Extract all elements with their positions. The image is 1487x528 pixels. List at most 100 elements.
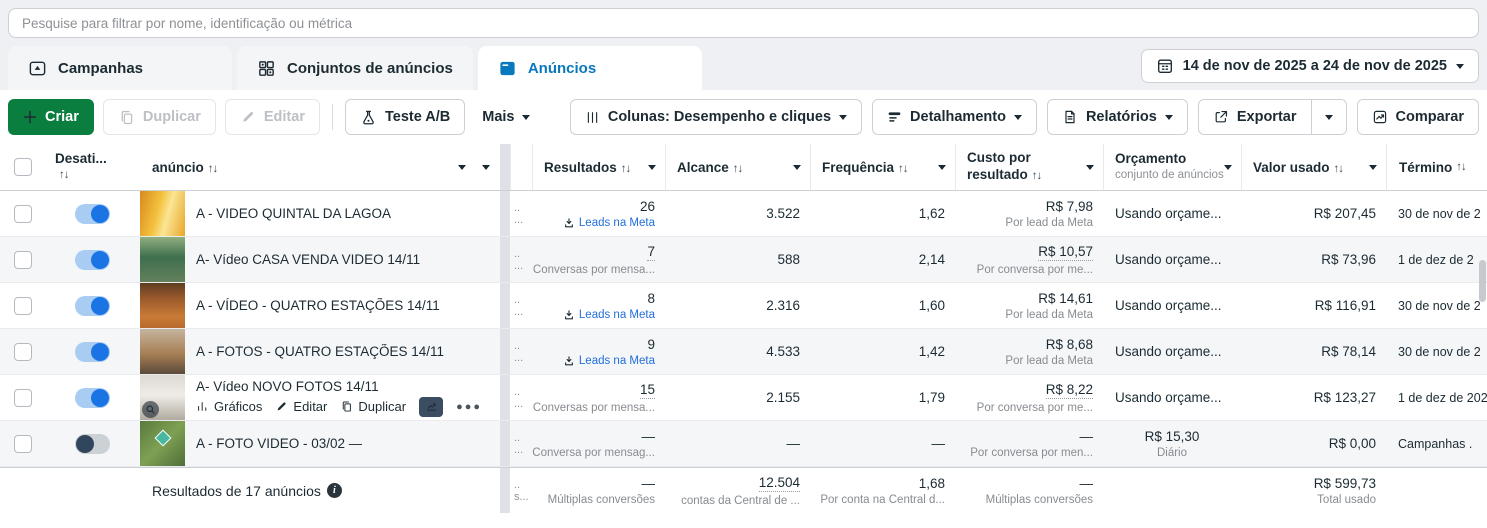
export-options-button[interactable] [1310,100,1346,134]
frozen-pane-divider[interactable] [500,191,510,236]
ad-name[interactable]: A- Vídeo CASA VENDA VIDEO 14/11 [196,252,421,267]
clipped-column: ..... [514,293,524,318]
charts-button[interactable]: Gráficos [196,399,262,414]
ad-name[interactable]: A - FOTOS - QUATRO ESTAÇÕES 14/11 [196,344,445,359]
header-toggle-column[interactable]: Desati... ↑↓ [55,151,107,182]
select-all-checkbox[interactable] [13,158,32,176]
results-type-link[interactable]: Leads na Meta [563,217,655,229]
results-type-link[interactable]: Leads na Meta [563,309,655,321]
chevron-down-icon[interactable] [458,164,466,170]
chevron-down-icon[interactable] [648,164,656,170]
header-cost-per-result[interactable]: Custo por resultado ↑↓ [955,144,1103,190]
row-checkbox[interactable] [13,342,32,361]
sort-icon[interactable]: ↑↓ [59,169,69,182]
clipped-column: ..... [514,431,524,456]
ad-status-toggle[interactable] [75,433,110,454]
ad-name[interactable]: A - FOTO VIDEO - 03/02 — [196,436,363,451]
frozen-pane-divider[interactable] [500,144,510,190]
results-type-link[interactable]: Leads na Meta [563,355,655,367]
compare-button[interactable]: Comparar [1356,99,1479,135]
ad-thumbnail[interactable] [140,191,185,236]
ad-thumbnail[interactable] [140,329,185,374]
row-checkbox[interactable] [13,204,32,223]
ad-status-toggle[interactable] [75,203,110,224]
frozen-pane-divider[interactable] [500,329,510,374]
info-icon[interactable]: i [326,483,342,498]
end-date-value: 1 de dez de 2 [1398,252,1474,267]
header-reach[interactable]: Alcance ↑↓ [665,144,810,190]
frozen-pane-divider[interactable] [500,375,510,420]
frozen-pane-divider[interactable] [500,421,510,466]
ad-name[interactable]: A- Vídeo NOVO FOTOS 14/11 [196,378,379,394]
ad-thumbnail[interactable] [140,421,185,466]
header-results[interactable]: Resultados ↑↓ [532,144,665,190]
chevron-down-icon[interactable] [1369,164,1377,170]
frequency-value: 1,42 [918,344,945,359]
header-frequency[interactable]: Frequência ↑↓ [810,144,955,190]
chevron-down-icon[interactable] [938,164,946,170]
header-ad-name[interactable]: anúncio ↑↓ [140,144,500,190]
edit-button[interactable]: Editar [224,99,320,135]
tab-anuncios[interactable]: Anúncios [477,46,702,90]
row-checkbox[interactable] [13,250,32,269]
export-button[interactable]: Exportar [1199,100,1311,134]
preview-magnifier-icon[interactable] [142,401,159,418]
ad-thumbnail[interactable] [140,375,185,420]
duplicate-button[interactable]: Duplicar [102,99,216,135]
duplicate-button[interactable]: Duplicar [340,399,406,414]
chevron-down-icon [839,114,848,120]
tab-conjuntos-de-anuncios[interactable]: Conjuntos de anúncios [237,46,473,90]
row-checkbox[interactable] [13,388,32,407]
sort-icon[interactable]: ↑↓ [207,162,218,175]
toolbar-divider [331,104,333,130]
tab-campanhas[interactable]: Campanhas [8,46,232,90]
frozen-pane-divider[interactable] [500,237,510,282]
ad-status-toggle[interactable] [75,341,110,362]
ab-test-button[interactable]: Teste A/B [344,99,466,135]
header-amount-spent[interactable]: Valor usado ↑↓ [1241,144,1386,190]
results-value: 26 [639,198,655,214]
row-checkbox[interactable] [13,434,32,453]
chevron-down-icon[interactable] [1224,164,1232,170]
search-input[interactable]: Pesquise para filtrar por nome, identifi… [8,8,1479,38]
ad-thumbnail[interactable] [140,237,185,282]
edit-button[interactable]: Editar [275,399,327,414]
table-row[interactable]: A - VÍDEO - QUATRO ESTAÇÕES 14/11 ..... … [0,283,1487,329]
date-range-picker[interactable]: 14 de nov de 2025 a 24 de nov de 2025 [1140,49,1479,83]
end-date-value: Campanhas . [1398,436,1473,451]
frozen-pane-divider[interactable] [500,283,510,328]
ad-thumbnail[interactable] [140,283,185,328]
frequency-value: — [931,436,946,451]
create-button[interactable]: Criar [8,99,94,135]
copy-icon [343,401,352,412]
chevron-down-icon[interactable] [1086,164,1094,170]
header-budget[interactable]: Orçamento conjunto de anúncios [1103,144,1241,190]
reach-value: 2.316 [766,298,800,313]
table-row[interactable]: A - FOTO VIDEO - 03/02 — ..... — Convers… [0,421,1487,467]
more-button[interactable]: Mais [474,99,538,135]
frozen-pane-divider[interactable] [500,468,510,513]
table-row[interactable]: A - FOTOS - QUATRO ESTAÇÕES 14/11 ..... … [0,329,1487,375]
breakdown-button[interactable]: Detalhamento [872,99,1037,135]
header-end-date[interactable]: Término ↑↓ [1386,144,1487,190]
columns-button[interactable]: Colunas: Desempenho e cliques [569,99,863,135]
table-row[interactable]: A- Vídeo NOVO FOTOS 14/11 Gráficos Edita… [0,375,1487,421]
ad-name[interactable]: A - VÍDEO - QUATRO ESTAÇÕES 14/11 [196,298,440,313]
chevron-down-icon[interactable] [793,164,801,170]
vertical-scrollbar-thumb[interactable] [1479,260,1486,302]
cost-per-result-value: R$ 7,98 [1045,198,1093,214]
ad-status-toggle[interactable] [75,249,110,270]
view-charts-button[interactable] [419,396,444,417]
pencil-icon [243,111,253,122]
table-row[interactable]: A- Vídeo CASA VENDA VIDEO 14/11 ..... 7 … [0,237,1487,283]
ad-status-toggle[interactable] [75,295,110,316]
table-row[interactable]: A - VIDEO QUINTAL DA LAGOA ..... 26 Lead… [0,191,1487,237]
budget-value: Usando orçame... [1115,252,1222,267]
ad-name[interactable]: A - VIDEO QUINTAL DA LAGOA [196,206,392,221]
row-checkbox[interactable] [13,296,32,315]
more-options-button[interactable]: ●●● [456,400,482,413]
reports-button[interactable]: Relatórios [1046,99,1188,135]
cost-per-result-value: R$ 10,57 [1038,243,1093,261]
ad-status-toggle[interactable] [75,387,110,408]
chevron-down-icon[interactable] [482,164,490,170]
